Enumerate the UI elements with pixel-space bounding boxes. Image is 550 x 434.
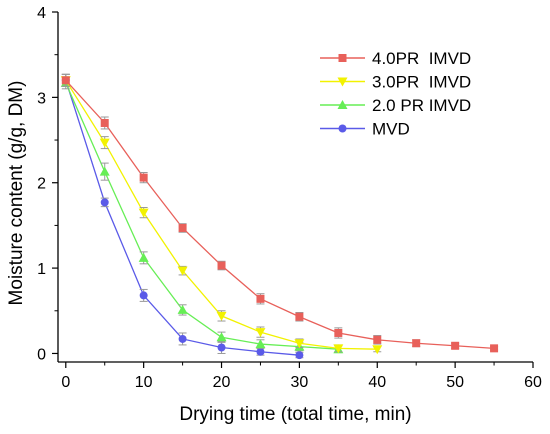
- y-tick-label: 3: [37, 90, 46, 107]
- x-tick-label: 50: [446, 374, 464, 391]
- data-point: [177, 266, 188, 276]
- series-square: [61, 73, 499, 353]
- data-point: [178, 334, 187, 343]
- series-line: [65, 82, 339, 350]
- data-point: [217, 343, 226, 352]
- data-point: [100, 118, 109, 127]
- data-point: [256, 347, 265, 356]
- data-point: [139, 291, 148, 300]
- data-point: [490, 344, 499, 353]
- legend-label: 3.0PR IMVD: [372, 73, 471, 92]
- data-point: [256, 294, 265, 303]
- data-point: [334, 328, 343, 337]
- data-point: [216, 311, 227, 321]
- legend-marker: [338, 54, 347, 62]
- data-point: [99, 166, 110, 176]
- legend-label: MVD: [372, 120, 410, 139]
- data-point: [333, 344, 344, 354]
- legend-item: 3.0PR IMVD: [320, 73, 471, 92]
- x-tick-label: 20: [213, 374, 231, 391]
- y-axis-title: Moisture content (g/g, DM): [6, 81, 27, 306]
- data-point: [177, 304, 188, 314]
- data-point: [99, 138, 110, 148]
- y-tick-label: 4: [37, 5, 46, 22]
- x-tick-label: 10: [135, 374, 153, 391]
- data-point: [372, 345, 383, 355]
- data-point: [294, 339, 305, 349]
- data-point: [138, 208, 149, 218]
- data-point: [61, 76, 70, 85]
- data-point: [373, 335, 382, 344]
- data-point: [255, 328, 266, 338]
- data-point: [139, 173, 148, 182]
- legend-marker: [337, 77, 348, 87]
- legend-item: 2.0 PR IMVD: [320, 96, 471, 115]
- x-tick-label: 0: [61, 374, 70, 391]
- x-axis-title: Drying time (total time, min): [179, 404, 411, 425]
- legend: 4.0PR IMVD 3.0PR IMVD 2.0 PR IMVD MVD: [320, 49, 471, 139]
- y-tick-label: 2: [37, 176, 46, 193]
- axes: 0 10 20 30 40 50 60 0 1 2 3 4: [37, 5, 542, 391]
- x-tick-label: 40: [368, 374, 386, 391]
- series-line: [65, 79, 378, 350]
- legend-label: 4.0PR IMVD: [372, 49, 471, 68]
- y-tick-label: 1: [37, 261, 46, 278]
- y-tick-label: 0: [37, 346, 46, 363]
- x-tick-label: 30: [290, 374, 308, 391]
- series-triangle-down: [60, 73, 383, 355]
- data-point: [295, 312, 304, 321]
- data-point: [138, 252, 149, 262]
- series-circle: [61, 73, 304, 360]
- series-line: [65, 79, 495, 349]
- data-point: [451, 341, 460, 350]
- series-triangle-up: [60, 76, 344, 354]
- x-tick-label: 60: [524, 374, 542, 391]
- data-point: [295, 351, 304, 360]
- series-layer: [60, 73, 499, 360]
- data-point: [412, 339, 421, 348]
- data-point: [217, 261, 226, 270]
- data-point: [178, 223, 187, 232]
- data-point: [255, 339, 266, 349]
- legend-marker: [337, 100, 348, 109]
- legend-item: 4.0PR IMVD: [320, 49, 471, 68]
- legend-marker: [338, 124, 347, 133]
- legend-item: MVD: [320, 120, 410, 139]
- data-point: [100, 198, 109, 207]
- data-point: [216, 332, 227, 342]
- legend-label: 2.0 PR IMVD: [372, 96, 471, 115]
